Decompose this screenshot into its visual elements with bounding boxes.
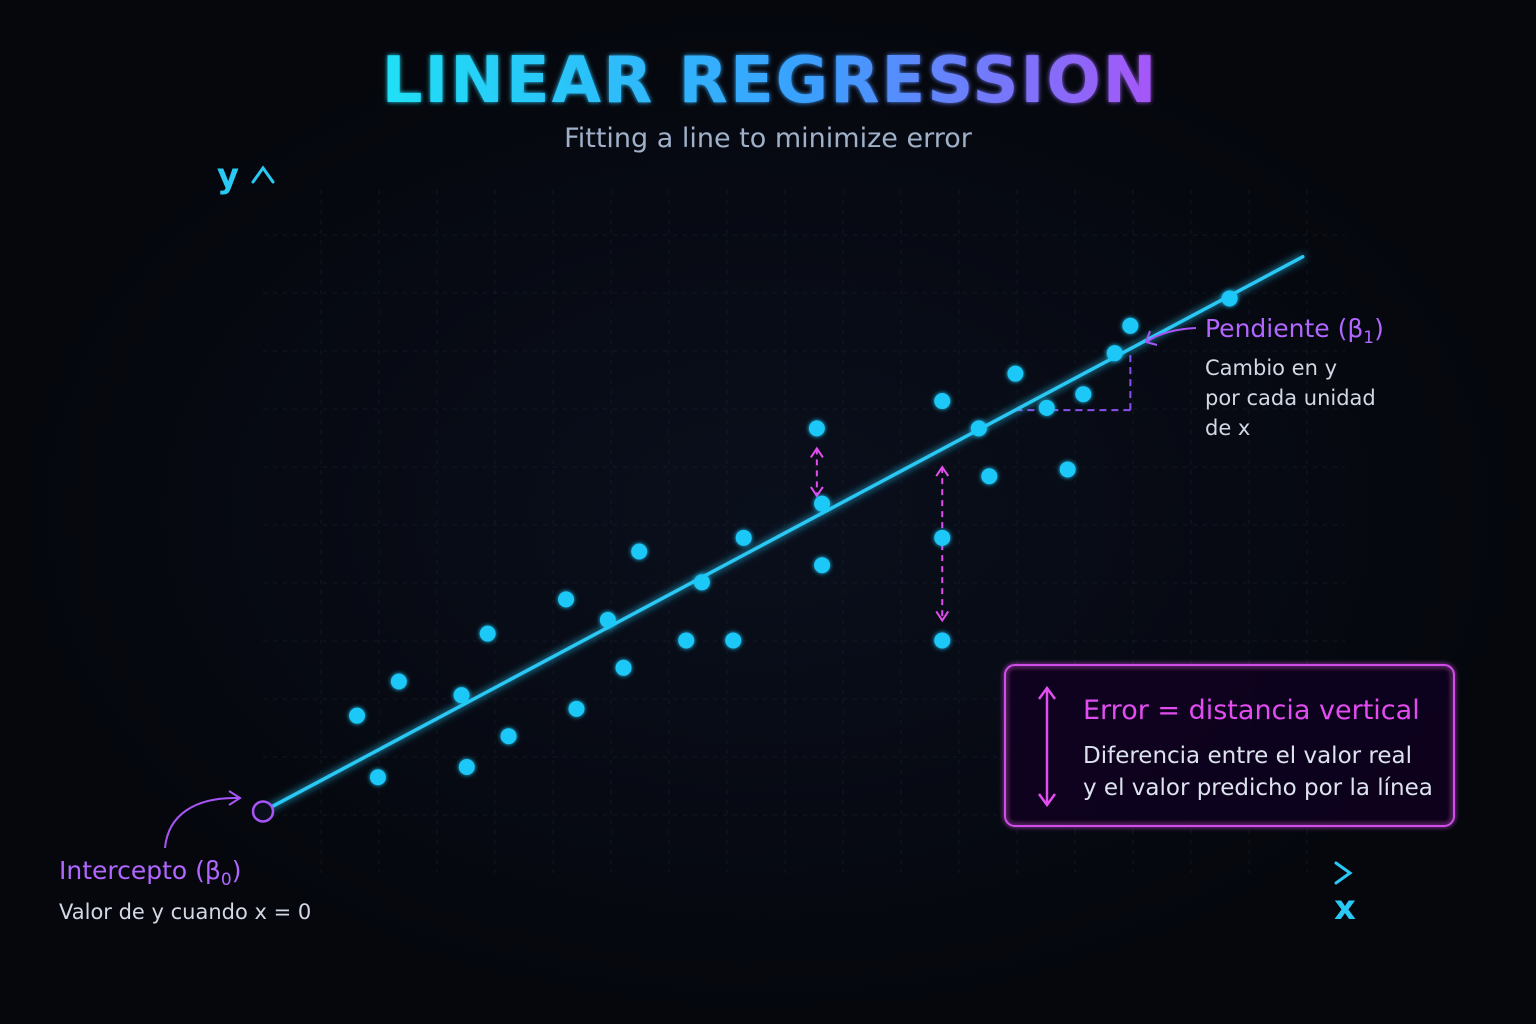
data-point <box>1007 365 1024 382</box>
chart-title: LINEAR REGRESSION <box>382 44 1159 118</box>
slope-title: Pendiente (β1) <box>1205 314 1384 348</box>
data-point <box>808 420 825 437</box>
slope-title-close: ) <box>1374 314 1384 343</box>
intercept-marker <box>251 800 275 823</box>
double-arrow-icon-bottom <box>1037 793 1057 808</box>
data-point <box>1038 399 1055 416</box>
regression-line <box>261 255 1305 814</box>
intercept-title-sub: 0 <box>221 870 232 890</box>
regression-line-group <box>261 255 1305 814</box>
slope-annotation: Pendiente (β1) Cambio en y por cada unid… <box>1144 314 1384 440</box>
data-point <box>453 687 470 704</box>
data-point <box>369 769 386 786</box>
residual-arrowhead-top <box>935 465 950 477</box>
residual-markers <box>810 446 950 623</box>
y-axis-arrow <box>251 165 275 184</box>
data-point <box>934 393 951 410</box>
x-axis-label: x <box>1334 888 1356 928</box>
error-box-frame <box>1004 664 1455 827</box>
data-point <box>390 673 407 690</box>
slope-line-3: de x <box>1205 416 1250 440</box>
error-box-title: Error = distancia vertical <box>1083 695 1420 726</box>
data-point <box>735 529 752 546</box>
error-box-line-2: y el valor predicho por la línea <box>1083 775 1433 801</box>
intercept-pointer-arrow <box>164 796 239 849</box>
data-point <box>558 591 575 608</box>
intercept-pointer-arrowhead <box>228 790 242 806</box>
intercept-annotation: Intercepto (β0) Valor de y cuando x = 0 <box>59 790 311 924</box>
data-point <box>500 728 517 745</box>
data-point <box>814 557 831 574</box>
y-axis-label: y <box>217 156 239 196</box>
chart-subtitle: Fitting a line to minimize error <box>564 123 973 154</box>
intercept-description: Valor de y cuando x = 0 <box>59 900 311 924</box>
data-point <box>1106 345 1123 362</box>
data-point <box>814 495 831 512</box>
slope-pointer-arrow <box>1147 327 1197 342</box>
slope-title-main: Pendiente (β <box>1205 314 1363 343</box>
data-point <box>678 632 695 649</box>
error-legend-box: Error = distancia vertical Diferencia en… <box>1004 664 1455 827</box>
data-points <box>349 290 1238 786</box>
residual-arrowhead-top <box>810 446 824 458</box>
data-point <box>1059 461 1076 478</box>
residual-arrowhead-bottom <box>810 486 824 498</box>
data-point <box>934 529 951 546</box>
data-point <box>1122 317 1139 334</box>
data-point <box>1221 290 1238 307</box>
data-point <box>479 625 496 642</box>
data-point <box>1075 386 1092 403</box>
error-box-line-1: Diferencia entre el valor real <box>1083 743 1412 769</box>
intercept-title-close: ) <box>232 856 242 885</box>
data-point <box>934 632 951 649</box>
data-point <box>725 632 742 649</box>
slope-line-2: por cada unidad <box>1205 386 1376 410</box>
data-point <box>458 758 475 775</box>
data-point <box>599 611 616 628</box>
slope-triangle <box>1015 348 1132 412</box>
intercept-title: Intercepto (β0) <box>59 856 241 890</box>
intercept-title-main: Intercepto (β <box>59 856 221 885</box>
slope-title-sub: 1 <box>1363 328 1374 348</box>
data-point <box>981 468 998 485</box>
data-point <box>693 574 710 591</box>
data-point <box>615 659 632 676</box>
slope-pointer-arrowhead <box>1144 330 1158 346</box>
data-point <box>349 707 366 724</box>
data-point <box>970 420 987 437</box>
axes: y x <box>217 156 1356 928</box>
data-point <box>631 543 648 560</box>
residual-arrowhead-bottom <box>935 610 950 623</box>
data-point <box>568 700 585 717</box>
double-arrow-icon-top <box>1037 685 1057 700</box>
slope-line-1: Cambio en y <box>1205 356 1337 380</box>
x-axis-arrow <box>1334 861 1353 885</box>
